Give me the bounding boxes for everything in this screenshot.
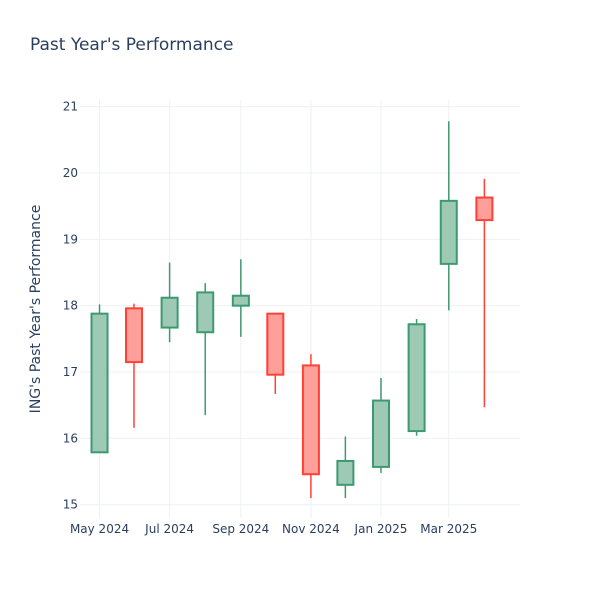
y-tick-label: 15 xyxy=(63,498,78,512)
candle-body xyxy=(439,199,458,265)
candle-increasing[interactable] xyxy=(407,318,426,436)
candle-increasing[interactable] xyxy=(231,259,250,337)
x-tick-label: Sep 2024 xyxy=(212,522,269,536)
candle-body xyxy=(266,312,285,376)
candle-body xyxy=(160,296,179,329)
candle-increasing[interactable] xyxy=(160,262,179,343)
y-tick-label: 18 xyxy=(63,299,78,313)
candle-increasing[interactable] xyxy=(336,436,355,499)
candle-layer[interactable] xyxy=(90,121,494,499)
candle-body xyxy=(336,459,355,486)
candle-body xyxy=(124,307,143,364)
x-tick-label: May 2024 xyxy=(70,522,129,536)
tick-labels: 15 16 17 18 19 20 21 May 2024 Jul 2024 Sep 2024 No… xyxy=(63,100,478,536)
candle-body xyxy=(475,196,494,222)
x-tick-label: Jan 2025 xyxy=(354,522,408,536)
candle-increasing[interactable] xyxy=(196,283,215,416)
candle-decreasing[interactable] xyxy=(266,312,285,394)
y-tick-label: 21 xyxy=(63,100,78,114)
y-tick-label: 19 xyxy=(63,232,78,246)
y-tick-label: 20 xyxy=(63,166,78,180)
y-tick-label: 16 xyxy=(63,431,78,445)
candle-body xyxy=(407,323,426,433)
candle-body xyxy=(196,291,215,334)
candle-body xyxy=(371,399,390,468)
candle-increasing[interactable] xyxy=(90,304,109,454)
candle-body xyxy=(301,364,320,476)
candle-decreasing[interactable] xyxy=(475,178,494,408)
chart-title: Past Year's Performance xyxy=(30,35,234,55)
x-tick-label: Nov 2024 xyxy=(282,522,340,536)
y-axis-title: ING's Past Year's Performance xyxy=(28,205,44,414)
candle-body xyxy=(231,294,250,307)
candle-decreasing[interactable] xyxy=(124,303,143,428)
y-tick-label: 17 xyxy=(63,365,78,379)
grid-layer xyxy=(80,100,520,518)
candle-body xyxy=(90,312,109,454)
x-tick-label: Jul 2024 xyxy=(144,522,194,536)
candle-decreasing[interactable] xyxy=(301,354,320,499)
candle-increasing[interactable] xyxy=(439,121,458,311)
candle-increasing[interactable] xyxy=(371,378,390,473)
x-tick-label: Mar 2025 xyxy=(420,522,477,536)
